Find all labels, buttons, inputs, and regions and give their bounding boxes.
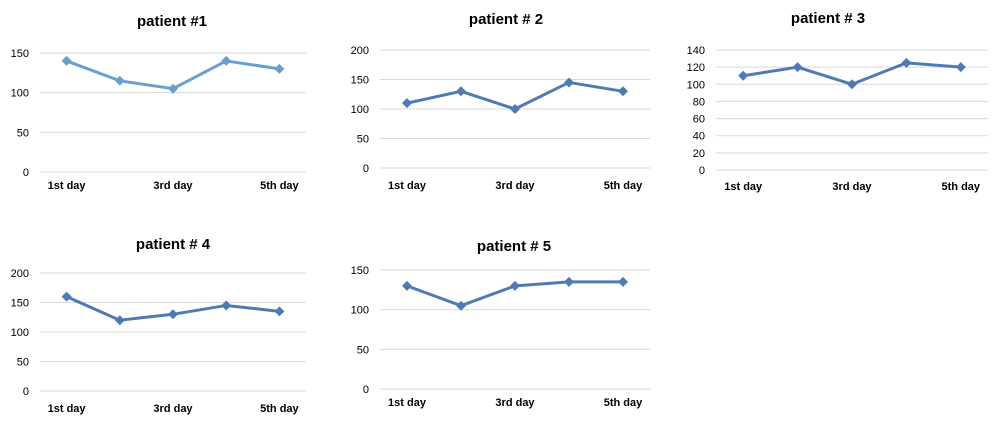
x-tick-label: 5th day [260, 180, 299, 192]
data-point [114, 75, 125, 86]
chart-title: patient # 4 [136, 236, 211, 253]
x-tick-label: 1st day [48, 403, 87, 415]
data-point [901, 57, 912, 68]
data-point [510, 104, 520, 114]
y-tick-label: 50 [17, 127, 29, 139]
x-tick-label: 5th day [942, 181, 981, 193]
data-point [61, 55, 72, 66]
y-tick-label: 50 [17, 357, 29, 369]
chart-patient-1: patient #1 0 50 100 150 1st day 3rd day 5th day [11, 13, 306, 192]
data-point [402, 98, 412, 109]
x-tick-label: 3rd day [495, 180, 535, 192]
data-point [61, 291, 72, 302]
chart-patient-3: patient # 3 0 20 40 60 80 100 120 140 1st day 3rd … [687, 10, 988, 193]
data-point [114, 315, 125, 326]
data-point [738, 70, 749, 81]
chart-title: patient # 2 [469, 11, 543, 28]
data-point [847, 79, 857, 90]
data-point [618, 86, 628, 97]
data-point [402, 280, 412, 291]
x-tick-label: 3rd day [153, 180, 193, 192]
data-point [456, 86, 466, 97]
y-tick-label: 20 [693, 148, 705, 160]
chart-patient-4: patient # 4 0 50 100 150 200 1st day 3rd day 5th… [11, 236, 306, 415]
data-point [564, 276, 574, 287]
y-tick-label: 200 [11, 268, 29, 280]
x-tick-label: 1st day [48, 180, 87, 192]
y-tick-label: 0 [699, 165, 705, 177]
y-tick-label: 100 [351, 104, 369, 116]
y-tick-label: 0 [23, 386, 29, 398]
data-point [274, 63, 285, 74]
y-tick-label: 0 [363, 384, 369, 396]
y-tick-label: 100 [11, 88, 29, 100]
x-tick-label: 5th day [604, 397, 643, 409]
x-tick-label: 5th day [260, 403, 299, 415]
y-tick-label: 150 [351, 265, 369, 277]
data-point [955, 62, 966, 73]
x-tick-label: 5th day [604, 180, 643, 192]
y-tick-label: 150 [11, 298, 29, 310]
chart-patient-5: patient # 5 0 50 100 150 1st day 3rd day 5th da… [351, 238, 650, 409]
chart-title: patient # 3 [791, 10, 865, 27]
y-tick-label: 200 [351, 45, 369, 57]
y-tick-label: 150 [11, 48, 29, 60]
data-point [221, 55, 232, 66]
data-point [456, 300, 466, 311]
y-tick-label: 100 [11, 327, 29, 339]
x-tick-label: 3rd day [153, 403, 193, 415]
x-tick-label: 1st day [388, 180, 427, 192]
y-tick-label: 40 [693, 131, 705, 143]
y-tick-label: 50 [357, 134, 369, 146]
data-point [168, 309, 178, 320]
x-tick-label: 3rd day [832, 181, 872, 193]
y-tick-label: 50 [357, 344, 369, 356]
chart-patient-2: patient # 2 0 50 100 150 200 1st day 3rd day 5th… [351, 11, 650, 192]
data-point [564, 77, 574, 88]
y-tick-label: 60 [693, 114, 705, 126]
y-tick-label: 0 [363, 163, 369, 175]
y-tick-label: 140 [687, 45, 705, 57]
x-tick-label: 1st day [724, 181, 763, 193]
x-tick-label: 1st day [388, 397, 427, 409]
chart-title: patient # 5 [477, 238, 551, 255]
data-point [510, 280, 520, 291]
data-point [168, 83, 178, 94]
data-point [274, 306, 285, 317]
x-tick-label: 3rd day [495, 397, 535, 409]
data-point [618, 276, 628, 287]
y-tick-label: 80 [693, 96, 705, 108]
y-tick-label: 0 [23, 167, 29, 179]
y-tick-label: 150 [351, 75, 369, 87]
chart-title: patient #1 [137, 13, 207, 30]
data-point [221, 300, 232, 311]
y-tick-label: 120 [687, 62, 705, 74]
data-point [792, 62, 803, 73]
y-tick-label: 100 [351, 305, 369, 317]
y-tick-label: 100 [687, 79, 705, 91]
